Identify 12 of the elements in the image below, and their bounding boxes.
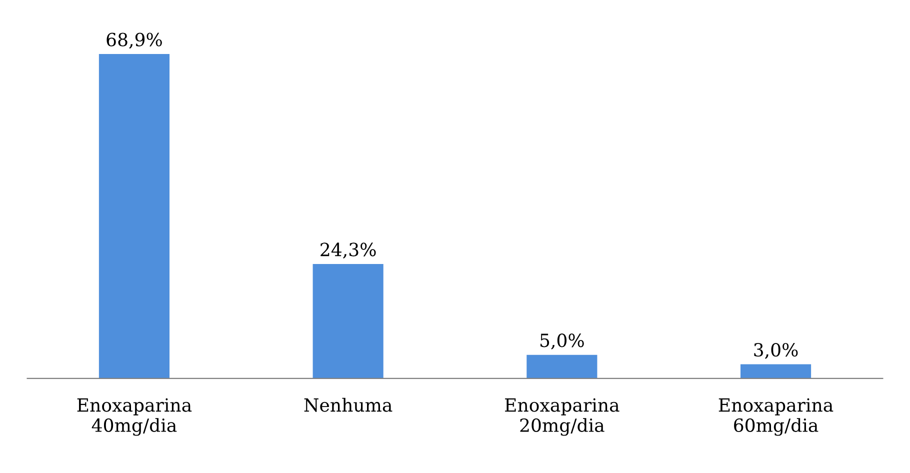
bar: [98, 54, 170, 378]
bar: [740, 364, 812, 378]
x-tick-label: Enoxaparina 40mg/dia: [77, 398, 192, 436]
x-tick-label: Enoxaparina 60mg/dia: [718, 398, 834, 436]
bar: [312, 264, 384, 378]
x-tick-label: Nenhuma: [304, 398, 392, 412]
data-label: 3,0%: [754, 342, 798, 359]
data-label: 68,9%: [106, 32, 162, 49]
x-tick-label: Enoxaparina 20mg/dia: [505, 398, 620, 436]
bar: [526, 354, 598, 378]
data-label: 24,3%: [320, 242, 376, 259]
data-label: 5,0%: [540, 334, 584, 350]
